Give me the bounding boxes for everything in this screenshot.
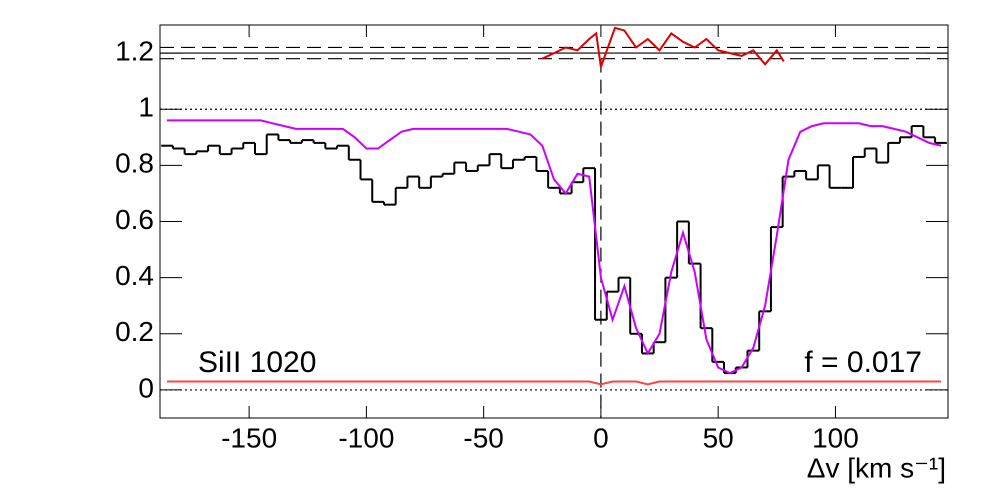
x-tick-label: 0 xyxy=(593,422,609,453)
x-tick-label: 100 xyxy=(812,422,859,453)
x-tick-label: 50 xyxy=(703,422,734,453)
y-tick-label: 1.2 xyxy=(115,35,154,66)
fit-label: f = 0.017 xyxy=(804,346,922,379)
model-line xyxy=(167,119,942,375)
y-tick-label: 0.2 xyxy=(115,316,154,347)
y-tick-label: 0 xyxy=(138,372,154,403)
x-axis-label: Δv [km s⁻¹] xyxy=(807,452,946,483)
x-tick-label: -150 xyxy=(221,422,277,453)
model-line xyxy=(541,26,785,68)
line-label: SiII 1020 xyxy=(198,346,316,379)
x-tick-label: -50 xyxy=(463,422,503,453)
model-line xyxy=(167,380,941,386)
y-tick-label: 1 xyxy=(138,92,154,123)
y-tick-label: 0.4 xyxy=(115,260,154,291)
y-tick-label: 0.6 xyxy=(115,204,154,235)
x-tick-label: -100 xyxy=(338,422,394,453)
y-tick-label: 0.8 xyxy=(115,148,154,179)
